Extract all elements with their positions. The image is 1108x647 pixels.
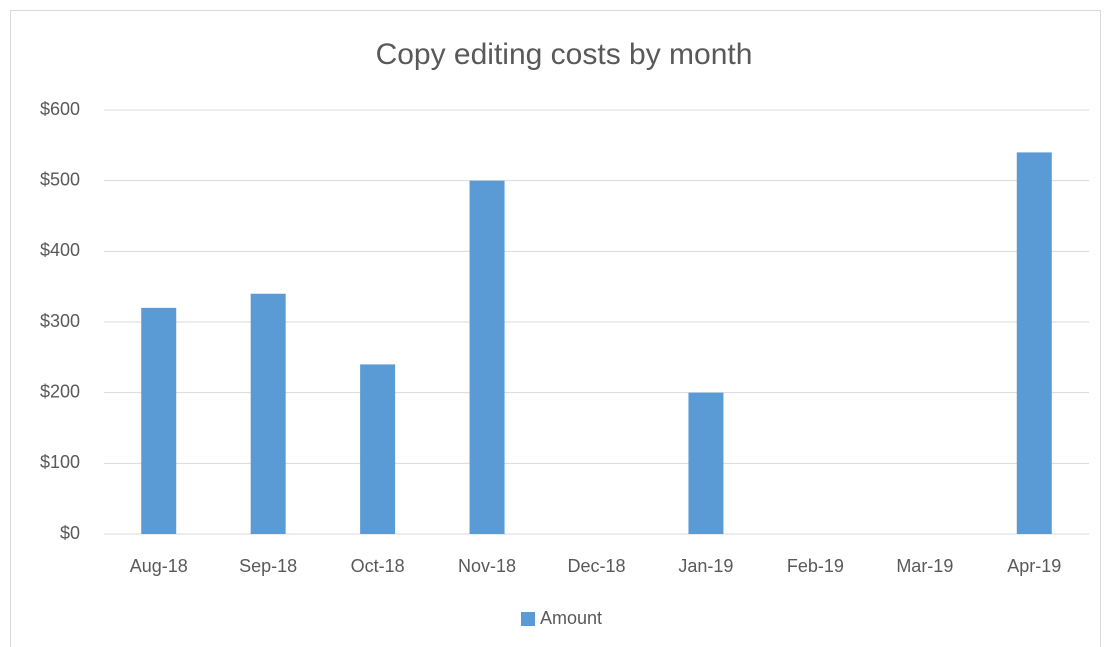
y-tick-label: $500 xyxy=(40,169,80,189)
y-tick-label: $600 xyxy=(40,99,80,119)
chart-title: Copy editing costs by month xyxy=(376,38,753,71)
y-tick-label: $100 xyxy=(40,452,80,472)
bar xyxy=(141,307,177,534)
y-tick-label: $400 xyxy=(40,240,80,260)
legend-swatch xyxy=(521,612,535,626)
x-tick-label: Dec-18 xyxy=(567,556,625,576)
x-tick-label: Aug-18 xyxy=(130,556,188,576)
legend-label: Amount xyxy=(540,608,602,628)
bar xyxy=(1016,152,1052,534)
x-tick-label: Feb-19 xyxy=(787,556,844,576)
bar xyxy=(250,293,286,534)
bar xyxy=(469,180,505,534)
y-tick-label: $200 xyxy=(40,381,80,401)
y-tick-label: $300 xyxy=(40,311,80,331)
bar xyxy=(688,392,724,534)
x-tick-label: Nov-18 xyxy=(458,556,516,576)
x-tick-label: Mar-19 xyxy=(896,556,953,576)
chart-border xyxy=(10,10,1101,647)
x-tick-label: Jan-19 xyxy=(678,556,733,576)
x-tick-label: Sep-18 xyxy=(239,556,297,576)
bar xyxy=(360,364,396,534)
x-tick-label: Apr-19 xyxy=(1007,556,1061,576)
x-tick-label: Oct-18 xyxy=(351,556,405,576)
y-tick-label: $0 xyxy=(60,523,80,543)
